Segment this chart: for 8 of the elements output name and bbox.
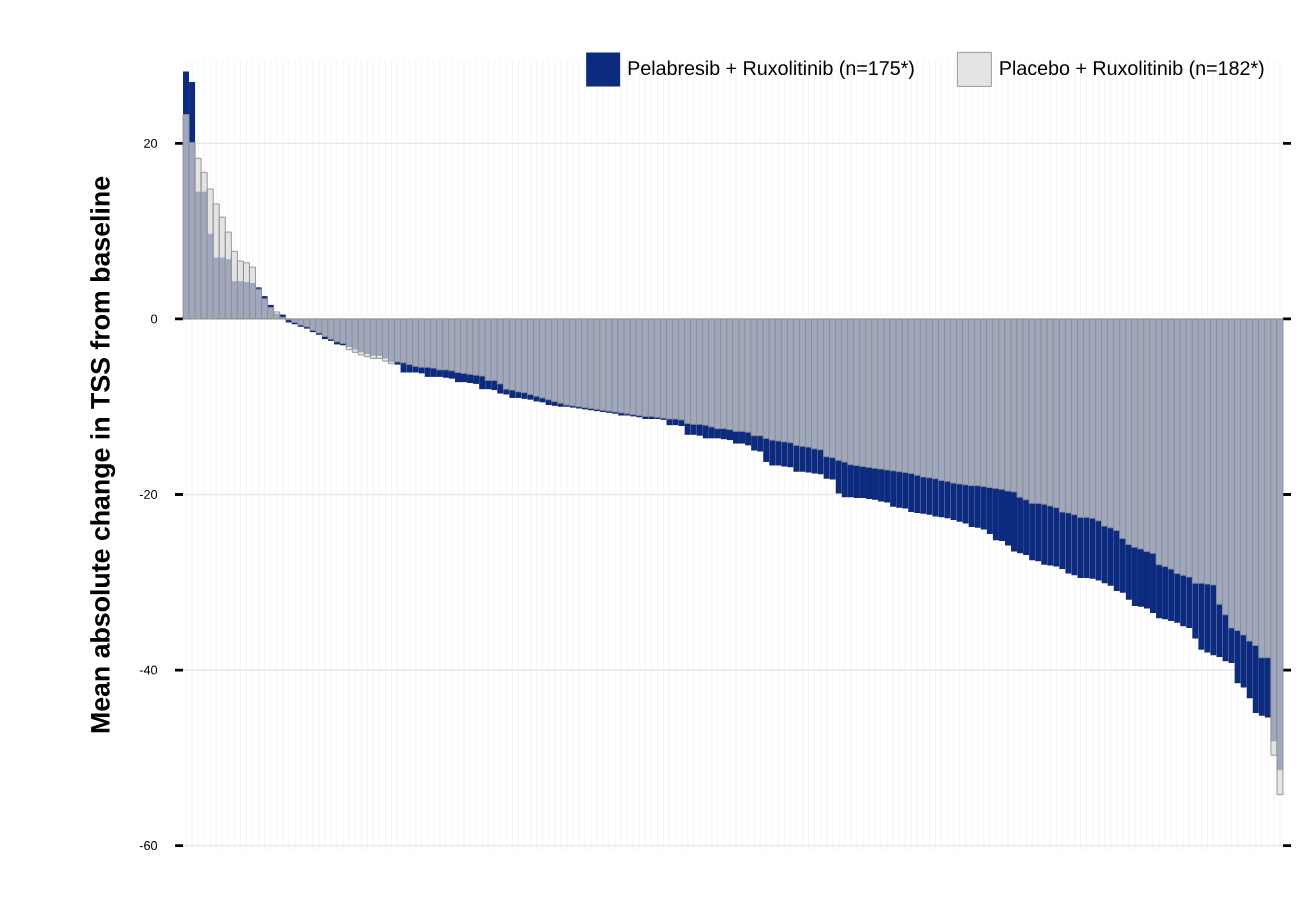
y-axis-title: Mean absolute change in TSS from baseline	[90, 176, 116, 733]
legend-label: Pelabresib + Ruxolitinib (n=175*)	[628, 60, 914, 79]
y-tick-label: 20	[144, 138, 158, 148]
y-tick-label: -60	[139, 841, 158, 851]
y-tick-label: -20	[139, 489, 158, 499]
y-tick-label: -40	[139, 665, 158, 675]
y-tick-label: 0	[151, 314, 158, 324]
legend-label: Placebo + Ruxolitinib (n=182*)	[1000, 60, 1264, 79]
